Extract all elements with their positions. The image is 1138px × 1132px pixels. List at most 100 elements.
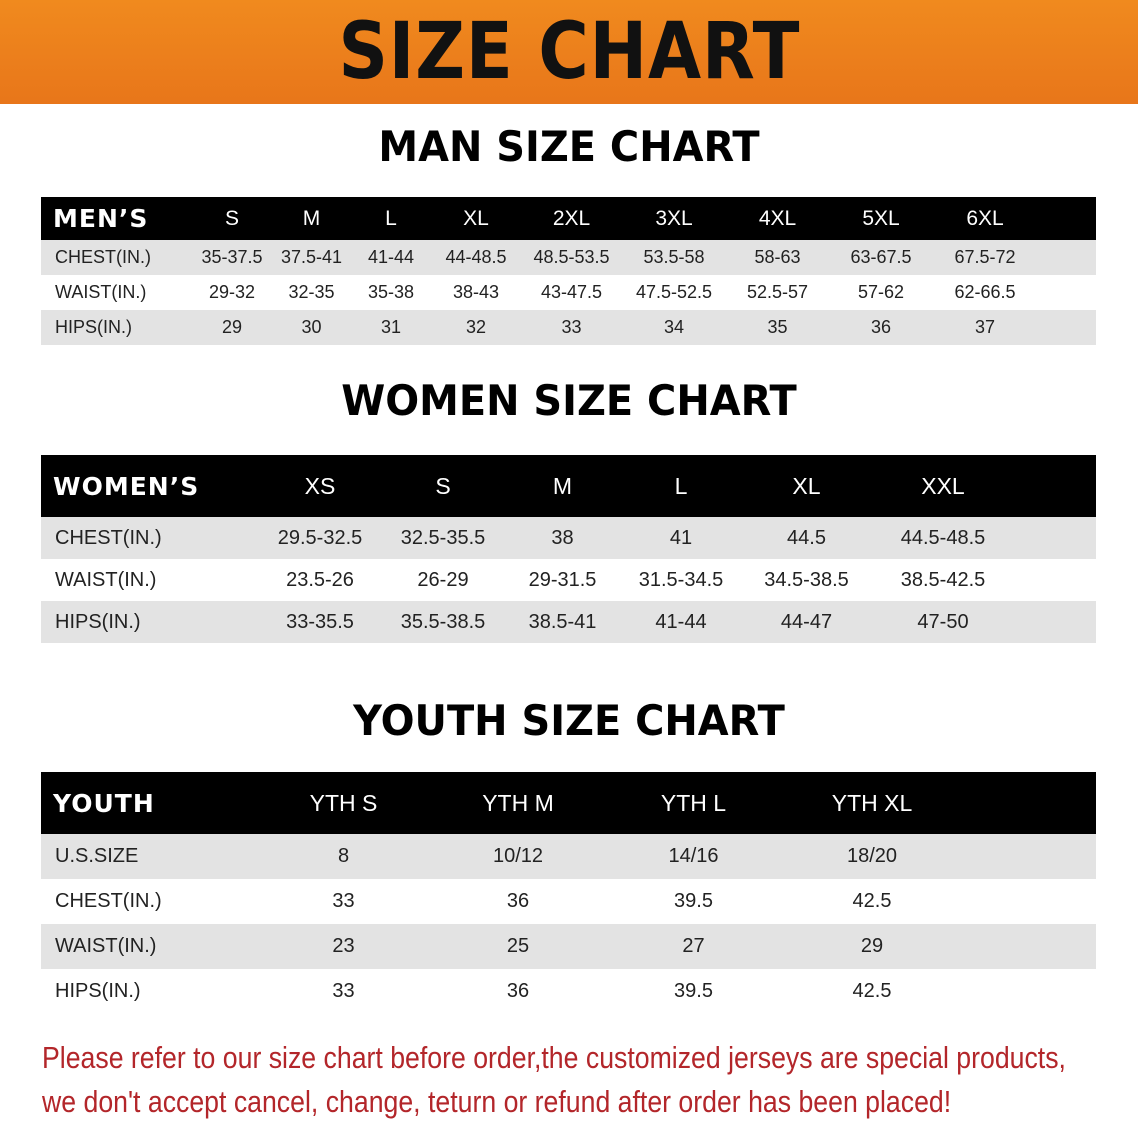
- size-header-cell: M: [552, 472, 573, 499]
- size-header-cell: L: [674, 472, 688, 499]
- size-header-cell: XS: [304, 472, 336, 499]
- table-cell: 33: [561, 317, 582, 337]
- size-header-cell: 4XL: [758, 206, 797, 230]
- table-cell: 62-66.5: [954, 282, 1016, 302]
- table-cell: 32-35: [288, 282, 335, 302]
- table-cell: 39.5: [674, 980, 713, 1002]
- row-label: WAIST(IN.): [55, 935, 157, 957]
- table-row: WAIST(IN.) 23.5-26 26-29 29-31.5 31.5-34.5 34…: [41, 559, 1096, 601]
- table-cell: 38: [551, 526, 574, 549]
- table-row: WAIST(IN.) 23 25 27 29: [41, 924, 1096, 969]
- table-cell: 38.5-42.5: [900, 568, 986, 591]
- table-cell: 38.5-41: [528, 610, 597, 633]
- row-label: CHEST(IN.): [55, 247, 151, 267]
- table-cell: 48.5-53.5: [533, 247, 610, 267]
- row-label: HIPS(IN.): [55, 317, 133, 337]
- size-header-cell: 2XL: [552, 206, 591, 230]
- table-cell: 8: [337, 845, 350, 867]
- size-header-cell: YTH XL: [831, 789, 913, 816]
- table-cell: 67.5-72: [954, 247, 1016, 267]
- table-cell: 41-44: [367, 247, 415, 267]
- table-cell: 18/20: [846, 845, 898, 867]
- table-cell: 44.5: [787, 526, 826, 549]
- table-cell: 44.5-48.5: [900, 526, 986, 549]
- size-header-cell: XL: [463, 206, 489, 230]
- banner: SIZE CHART: [0, 0, 1138, 104]
- banner-title: SIZE CHART: [338, 7, 800, 97]
- table-cell: 29.5-32.5: [277, 526, 363, 549]
- table-cell: 29-31.5: [528, 568, 597, 591]
- size-header-cell: XL: [792, 472, 821, 499]
- table-cell: 30: [301, 317, 322, 337]
- table-cell: 41: [669, 526, 693, 549]
- order-notice: Please refer to our size chart before or…: [42, 1036, 1066, 1124]
- row-label: CHEST(IN.): [55, 890, 162, 912]
- table-cell: 29-32: [208, 282, 256, 302]
- table-cell: 58-63: [754, 247, 801, 267]
- table-cell: 33: [332, 980, 355, 1002]
- table-cell: 37: [974, 317, 996, 337]
- table-title-cell: MEN’S: [53, 204, 149, 233]
- table-cell: 43-47.5: [540, 282, 603, 302]
- table-header-row: MEN’S S M L XL 2XL 3XL 4XL 5XL 6XL: [41, 197, 1096, 240]
- table-cell: 35-37.5: [201, 247, 263, 267]
- size-header-cell: M: [302, 206, 321, 230]
- row-label: WAIST(IN.): [55, 282, 147, 302]
- table-header-row: WOMEN’S XS S M L XL XXL: [41, 455, 1096, 517]
- table-cell: 26-29: [417, 568, 469, 591]
- women-section-title: WOMEN SIZE CHART: [341, 376, 797, 425]
- table-cell: 25: [506, 935, 530, 957]
- size-header-cell: 3XL: [655, 206, 693, 230]
- youth-size-table: YOUTH YTH S YTH M YTH L YTH XL U.S.SIZE 8 10/12…: [41, 772, 1096, 1014]
- row-label: U.S.SIZE: [55, 845, 139, 867]
- table-cell: 32.5-35.5: [400, 526, 486, 549]
- size-header-cell: XXL: [921, 472, 965, 499]
- table-cell: 14/16: [668, 845, 719, 867]
- size-header-cell: YTH L: [660, 789, 727, 816]
- notice-line: Please refer to our size chart before or…: [42, 1040, 1066, 1075]
- table-cell: 31: [380, 317, 402, 337]
- row-label: CHEST(IN.): [55, 526, 162, 549]
- notice-line: we don't accept cancel, change, teturn o…: [42, 1084, 952, 1119]
- table-row: HIPS(IN.) 33 36 39.5 42.5: [41, 969, 1096, 1014]
- table-cell: 42.5: [852, 980, 892, 1002]
- table-cell: 53.5-58: [643, 247, 705, 267]
- size-header-cell: YTH S: [309, 789, 378, 816]
- table-header-row: YOUTH YTH S YTH M YTH L YTH XL: [41, 772, 1096, 834]
- table-cell: 63-67.5: [850, 247, 912, 267]
- table-cell: 44-47: [780, 610, 833, 633]
- table-cell: 29: [221, 317, 243, 337]
- table-cell: 38-43: [452, 282, 500, 302]
- size-header-cell: YTH M: [482, 789, 554, 816]
- table-title-cell: YOUTH: [53, 788, 155, 818]
- table-cell: 57-62: [857, 282, 905, 302]
- size-header-cell: 6XL: [966, 206, 1004, 230]
- women-size-table: WOMEN’S XS S M L XL XXL CHEST(IN.) 29.5-32.5 32.5…: [41, 455, 1096, 643]
- table-cell: 33-35.5: [286, 610, 354, 633]
- table-cell: 36: [870, 317, 892, 337]
- table-cell: 32: [465, 317, 487, 337]
- men-section-title: MAN SIZE CHART: [378, 122, 760, 171]
- size-header-cell: 5XL: [862, 206, 900, 230]
- size-header-cell: S: [224, 206, 239, 230]
- table-cell: 27: [682, 935, 705, 957]
- table-cell: 47-50: [917, 610, 969, 633]
- table-cell: 42.5: [852, 890, 892, 912]
- table-row: CHEST(IN.) 35-37.5 37.5-41 41-44 44-48.5 48.5…: [41, 240, 1096, 275]
- table-cell: 36: [506, 980, 530, 1002]
- table-row: CHEST(IN.) 29.5-32.5 32.5-35.5 38 41 44.5 44.5…: [41, 517, 1096, 559]
- table-cell: 35: [767, 317, 788, 337]
- table-cell: 31.5-34.5: [638, 568, 724, 591]
- table-cell: 41-44: [655, 610, 707, 633]
- table-cell: 23: [332, 935, 355, 957]
- table-cell: 35.5-38.5: [400, 610, 486, 633]
- table-title-cell: WOMEN’S: [53, 471, 200, 501]
- row-label: HIPS(IN.): [55, 980, 141, 1002]
- table-cell: 52.5-57: [746, 282, 809, 302]
- table-row: WAIST(IN.) 29-32 32-35 35-38 38-43 43-47.5 47.…: [41, 275, 1096, 310]
- youth-section-title: YOUTH SIZE CHART: [353, 696, 785, 745]
- table-cell: 35-38: [367, 282, 415, 302]
- size-header-cell: L: [385, 206, 397, 230]
- row-label: WAIST(IN.): [55, 568, 157, 591]
- table-cell: 33: [332, 890, 355, 912]
